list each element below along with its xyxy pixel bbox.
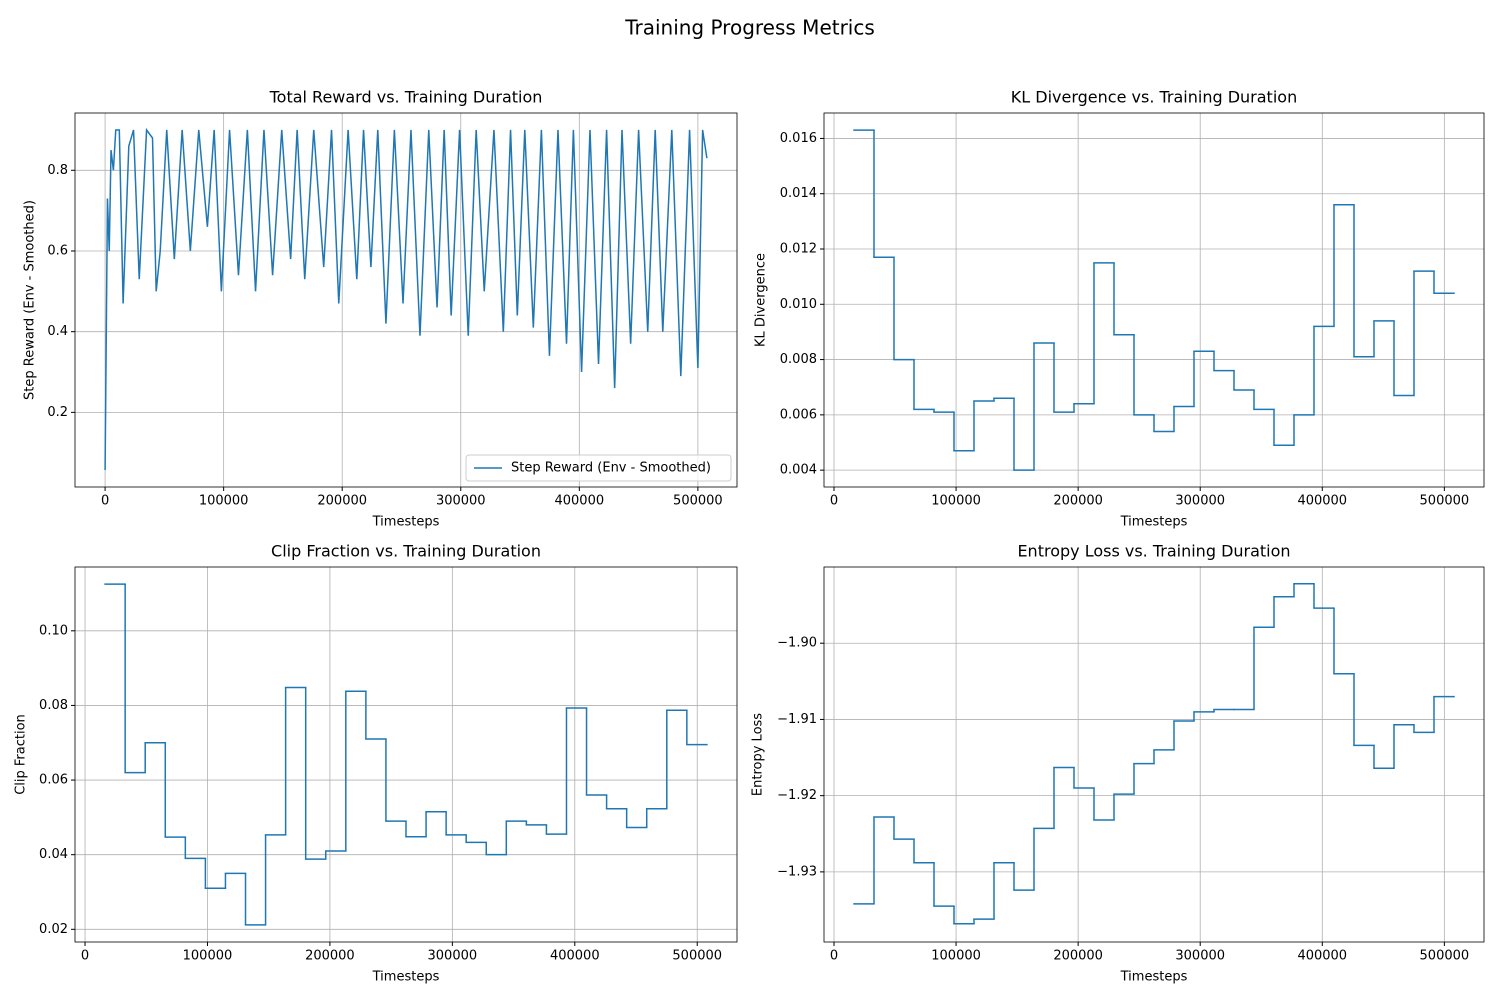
axes-title: KL Divergence vs. Training Duration [1011,88,1297,107]
x-tick-label: 100000 [183,949,233,964]
y-axis-label: Step Reward (Env - Smoothed) [23,200,38,400]
axes-frame [823,112,1485,488]
y-tick-label: 0.016 [780,131,817,146]
x-tick-label: 200000 [317,494,367,509]
y-tick-label: 0.8 [47,163,68,178]
y-tick-label: −1.91 [777,712,817,727]
y-axis-label: Clip Fraction [14,714,29,795]
y-tick-label: 0.004 [780,463,817,478]
y-axis-label: KL Divergence [754,253,769,347]
x-axis-label: Timesteps [372,970,440,985]
y-tick-label: 0.012 [780,242,817,257]
y-tick-label: 0.04 [39,847,68,862]
x-tick-label: 200000 [305,949,355,964]
x-tick-label: 100000 [199,494,249,509]
y-tick-label: 0.014 [780,186,817,201]
legend-box [465,454,732,482]
x-tick-label: 500000 [673,494,723,509]
x-tick-label: 500000 [1420,949,1470,964]
axes-frame [74,566,738,943]
axes-frame [823,566,1485,943]
x-axis-label: Timesteps [1120,515,1188,530]
x-tick-label: 0 [830,949,838,964]
x-tick-label: 200000 [1053,494,1103,509]
y-tick-label: −1.90 [777,636,817,651]
x-tick-label: 200000 [1053,949,1103,964]
axes-title: Total Reward vs. Training Duration [269,88,543,107]
x-tick-label: 100000 [931,949,981,964]
y-tick-label: 0.02 [39,922,68,937]
axes-title: Entropy Loss vs. Training Duration [1017,542,1290,561]
y-tick-label: 0.010 [780,297,817,312]
y-tick-label: 0.08 [39,698,68,713]
x-tick-label: 500000 [1420,494,1470,509]
axes-title: Clip Fraction vs. Training Duration [271,542,541,561]
x-tick-label: 0 [81,949,89,964]
legend-label: Step Reward (Env - Smoothed) [511,461,711,476]
y-tick-label: 0.10 [39,623,68,638]
y-tick-label: −1.93 [777,864,817,879]
x-tick-label: 400000 [1297,494,1347,509]
x-tick-label: 100000 [931,494,981,509]
x-tick-label: 400000 [550,949,600,964]
y-axis-label: Entropy Loss [751,713,766,796]
x-tick-label: 400000 [1297,949,1347,964]
x-tick-label: 400000 [554,494,604,509]
y-tick-label: 0.008 [780,352,817,367]
x-tick-label: 300000 [1175,949,1225,964]
x-tick-label: 300000 [1175,494,1225,509]
x-tick-label: 300000 [436,494,486,509]
x-tick-label: 0 [101,494,109,509]
x-tick-label: 0 [830,494,838,509]
y-tick-label: 0.006 [780,407,817,422]
y-tick-label: 0.2 [47,405,68,420]
x-axis-label: Timesteps [1120,970,1188,985]
figure-title: Training Progress Metrics [624,16,875,40]
line-series [104,127,708,471]
y-tick-label: 0.6 [47,243,68,258]
y-tick-label: −1.92 [777,788,817,803]
x-tick-label: 300000 [428,949,478,964]
x-axis-label: Timesteps [372,515,440,530]
x-tick-label: 500000 [672,949,722,964]
axes-frame [74,112,738,488]
y-tick-label: 0.4 [47,324,68,339]
y-tick-label: 0.06 [39,773,68,788]
